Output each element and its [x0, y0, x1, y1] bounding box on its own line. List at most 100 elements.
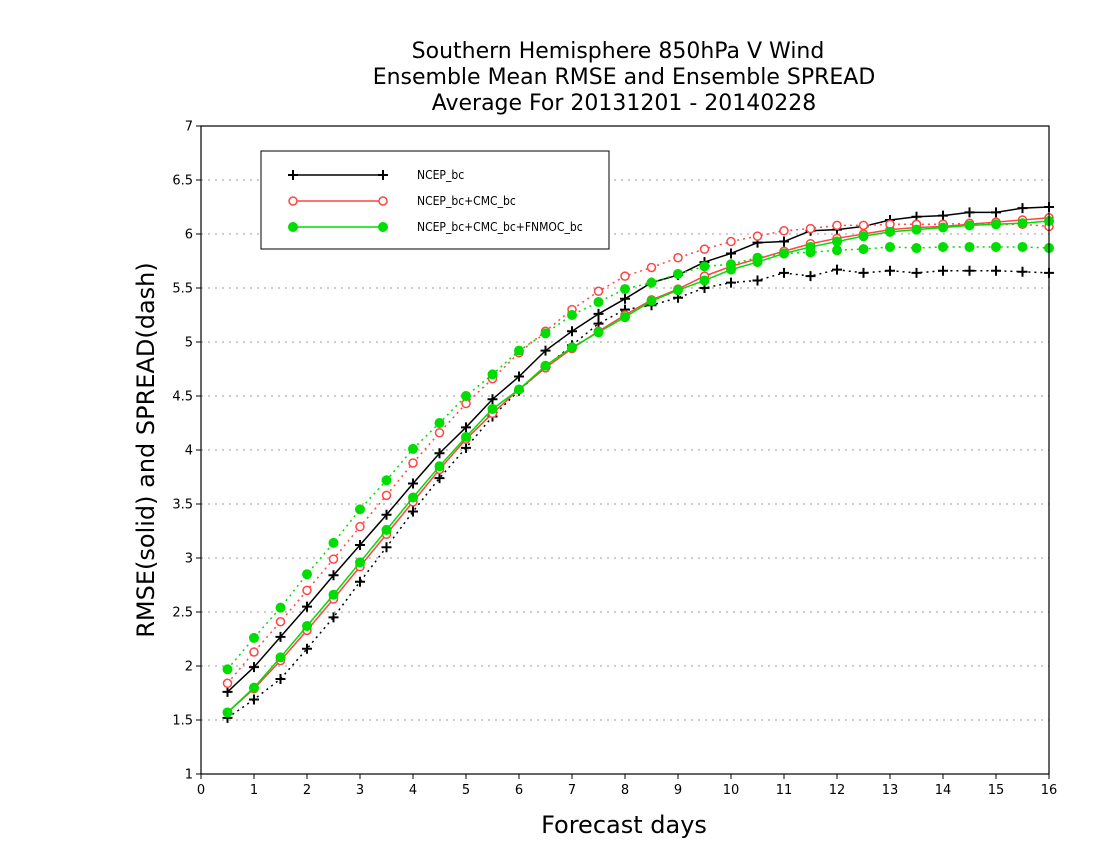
spread-point	[461, 391, 471, 401]
rmse-point	[567, 326, 577, 337]
x-tick-label: 16	[1041, 783, 1058, 798]
rmse-point	[434, 461, 445, 472]
spread-point	[699, 261, 710, 272]
rmse-point	[540, 360, 551, 371]
x-tick-label: 1	[250, 783, 258, 798]
x-tick-label: 9	[674, 783, 682, 798]
spread-point	[408, 443, 418, 454]
rmse-point	[355, 540, 365, 551]
spread-line	[227, 268, 1050, 719]
spread-point	[964, 241, 975, 252]
rmse-point	[832, 236, 842, 247]
spread-point	[381, 490, 392, 501]
spread-point	[567, 310, 577, 320]
y-tick-label: 1.5	[172, 714, 193, 729]
spread-point	[620, 271, 630, 281]
rmse-point	[726, 248, 736, 259]
x-tick-label: 4	[409, 783, 417, 798]
spread-point	[752, 231, 763, 241]
legend-marker	[378, 170, 388, 180]
spread-point	[726, 236, 736, 247]
y-tick-label: 6.5	[172, 174, 193, 189]
spread-point	[461, 442, 471, 453]
rmse-point	[302, 621, 312, 632]
spread-point	[779, 248, 789, 259]
spread-point	[885, 265, 895, 276]
spread-point	[275, 673, 286, 684]
rmse-point	[408, 478, 418, 489]
x-tick-label: 0	[197, 783, 205, 798]
spread-point	[514, 345, 524, 356]
legend-marker	[378, 222, 388, 232]
spread-point	[328, 612, 339, 623]
rmse-point	[275, 652, 286, 663]
spread-point	[302, 585, 312, 596]
x-tick-label: 15	[988, 783, 1005, 798]
spread-point	[752, 252, 763, 263]
spread-point	[381, 475, 392, 486]
spread-point	[593, 297, 604, 308]
rmse-point	[673, 285, 683, 296]
spread-point	[328, 554, 339, 564]
spread-point	[328, 537, 339, 548]
rmse-point	[779, 236, 789, 247]
x-tick-label: 3	[356, 783, 364, 798]
y-tick-label: 2.5	[172, 606, 193, 621]
rmse-point	[938, 222, 948, 233]
spread-point	[699, 244, 710, 254]
spread-point	[673, 268, 683, 279]
spread-point	[991, 241, 1001, 252]
rmse-point	[328, 589, 339, 600]
rmse-point	[487, 394, 498, 405]
chart-title-line-2: Ensemble Mean RMSE and Ensemble SPREAD	[373, 65, 876, 90]
x-tick-label: 6	[515, 783, 523, 798]
spread-point	[434, 418, 445, 428]
spread-point	[911, 267, 922, 278]
spread-point	[275, 602, 286, 613]
rmse-point	[514, 371, 524, 382]
rmse-point	[646, 295, 657, 306]
spread-point	[646, 277, 657, 288]
legend-marker	[288, 222, 298, 232]
x-tick-label: 8	[621, 783, 629, 798]
spread-point	[408, 458, 418, 468]
rmse-point	[355, 557, 365, 568]
rmse-point	[461, 422, 471, 433]
spread-point	[408, 506, 418, 517]
spread-point	[355, 521, 365, 532]
spread-point	[779, 226, 789, 236]
legend-marker	[378, 196, 388, 206]
rmse-point	[328, 570, 339, 581]
rmse-point	[699, 275, 710, 286]
spread-point	[832, 245, 842, 256]
rmse-point	[964, 207, 975, 218]
spread-point	[885, 241, 895, 252]
rmse-point	[249, 662, 259, 673]
spread-point	[593, 286, 604, 296]
chart-title-line-3: Average For 20131201 - 20140228	[432, 91, 817, 116]
legend-item: NCEP_bc+CMC_bc+FNMOC_bc	[288, 220, 583, 234]
spread-point	[249, 694, 259, 705]
rmse-point	[938, 210, 948, 221]
y-tick-label: 6	[185, 228, 193, 243]
spread-point	[434, 473, 445, 484]
legend: NCEP_bc NCEP_bc+CMC_bc NCEP_bc+CMC_bc+FNMO…	[260, 150, 610, 250]
spread-point	[302, 569, 312, 580]
spread-point	[249, 632, 259, 643]
rmse-point	[593, 327, 604, 338]
spread-line	[226, 222, 1050, 684]
x-tick-label: 7	[568, 783, 576, 798]
x-tick-label: 10	[723, 783, 740, 798]
rmse-point	[540, 345, 551, 356]
spread-point	[726, 259, 736, 270]
rmse-point	[991, 207, 1001, 218]
y-tick-label: 4.5	[172, 390, 193, 405]
spread-point	[302, 643, 312, 654]
spread-point	[1017, 241, 1028, 252]
rmse-point	[567, 342, 577, 353]
legend-item: NCEP_bc+CMC_bc	[288, 194, 516, 208]
x-axis-ticks: 0 1 2 3 4 5 6 7 8 9 10 11 12 13 14 15 16	[197, 774, 1057, 798]
rmse-point	[964, 220, 975, 231]
